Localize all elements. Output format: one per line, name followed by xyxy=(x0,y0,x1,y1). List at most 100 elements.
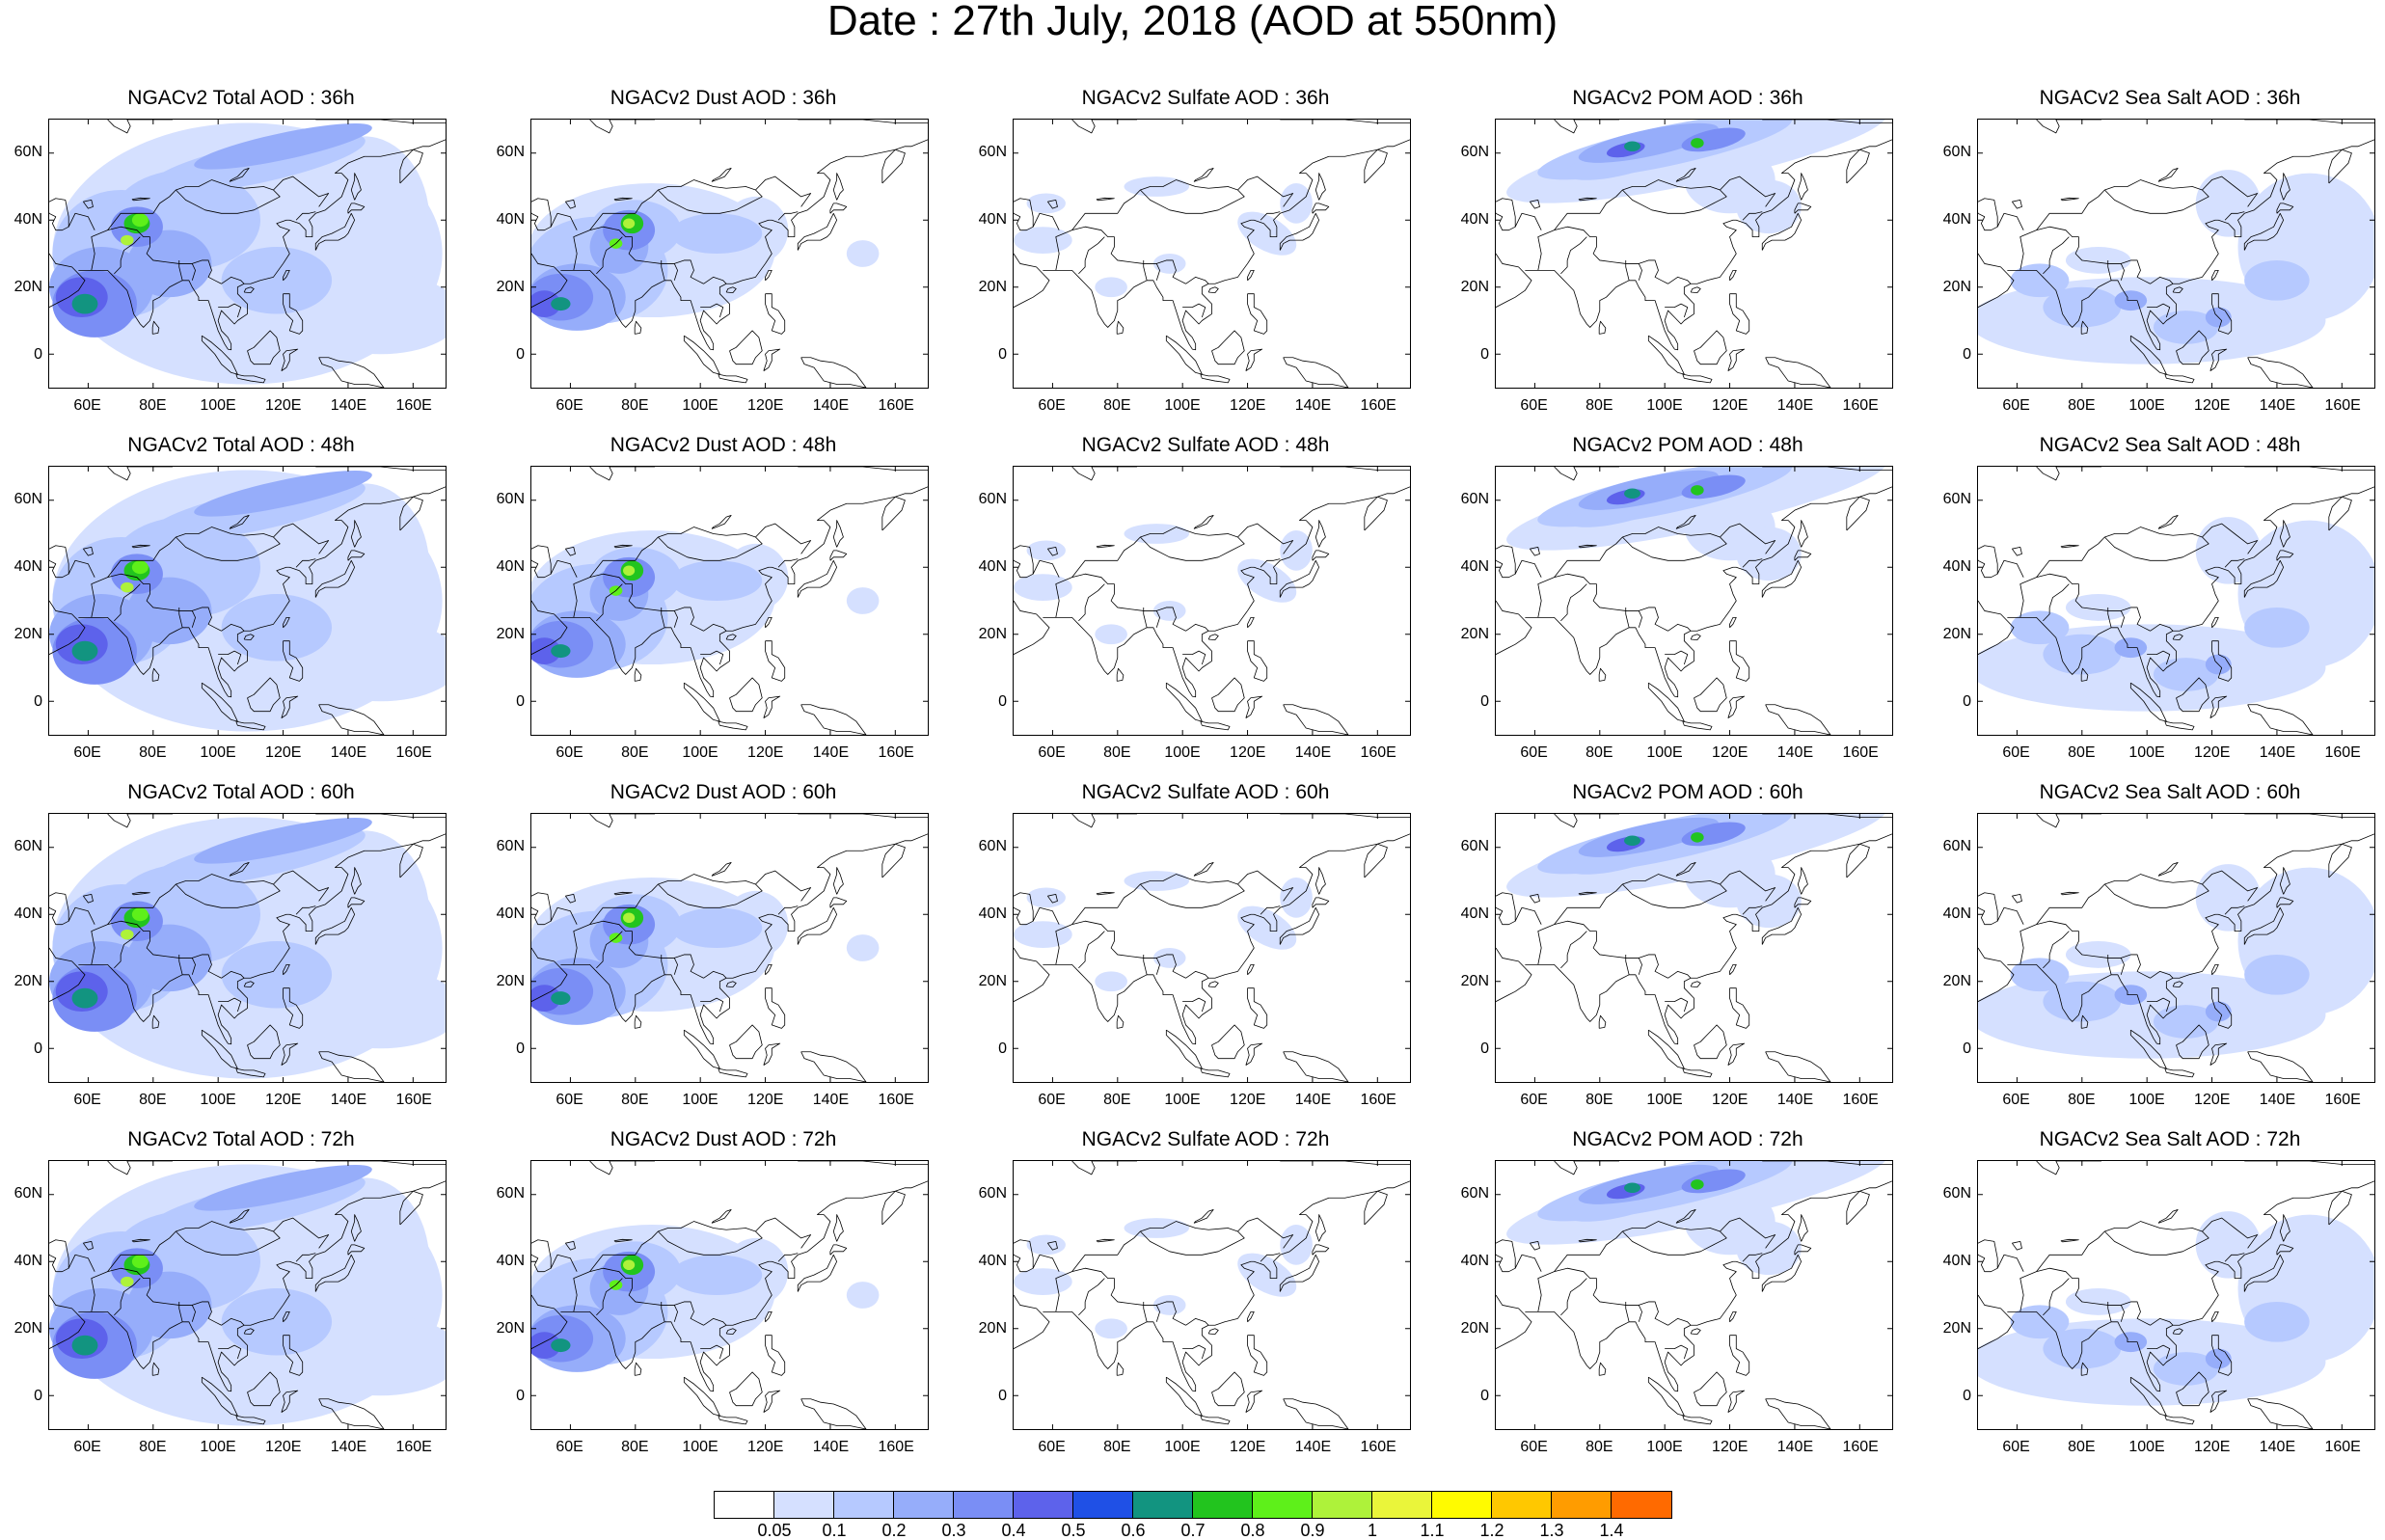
lat-label: 0 xyxy=(1963,1388,1971,1404)
coastline xyxy=(1625,954,1630,975)
colorbar-label: 0.7 xyxy=(1180,1521,1206,1540)
panel-title: NGACv2 Dust AOD : 48h xyxy=(610,434,837,456)
coastline xyxy=(1560,583,1587,622)
coastline xyxy=(589,814,655,828)
map-panel: NGACv2 Total AOD : 60h 60N 40N 20N 0 60E 80E 10… xyxy=(0,781,473,1123)
coastline xyxy=(2243,559,2285,598)
coastline xyxy=(399,843,423,878)
lat-label: 40N xyxy=(1460,905,1489,922)
aod-region xyxy=(2195,864,2262,932)
aod-region xyxy=(2065,1288,2131,1315)
aod-map xyxy=(531,814,928,1082)
coastline xyxy=(1312,203,1330,214)
coastline xyxy=(1245,1042,1263,1066)
colorbar-label: 0.9 xyxy=(1300,1521,1325,1540)
coastline xyxy=(1043,1180,1410,1392)
coastline xyxy=(2243,212,2285,251)
aod-region xyxy=(1736,1221,1802,1276)
aod-region xyxy=(1624,488,1640,500)
coastline xyxy=(1765,1398,1831,1429)
coastline xyxy=(531,892,552,926)
coastline xyxy=(1200,1067,1231,1078)
coastline xyxy=(1182,1344,1206,1360)
coastline xyxy=(1193,862,1214,877)
coastline xyxy=(151,320,160,335)
map-panel: NGACv2 Sea Salt AOD : 36h 60N 40N 20N 0 60E 80… xyxy=(1929,87,2385,429)
lat-label: 40N xyxy=(14,1253,42,1269)
colorbar-swatch xyxy=(894,1492,954,1518)
coastline xyxy=(1260,1253,1281,1262)
lon-label: 160E xyxy=(2324,744,2361,761)
lon-label: 120E xyxy=(265,397,302,414)
coastline xyxy=(2036,176,2259,230)
map-panel: NGACv2 Sea Salt AOD : 48h 60N 40N 20N 0 60E 80… xyxy=(1929,434,2385,776)
coastline xyxy=(2276,897,2294,908)
lon-label: 160E xyxy=(1360,1439,1396,1455)
aod-region xyxy=(2065,247,2131,274)
coastline xyxy=(765,269,772,282)
coastline xyxy=(589,1161,655,1175)
lat-label: 20N xyxy=(14,626,42,642)
coastline xyxy=(1762,120,1892,123)
coastline xyxy=(1761,212,1802,251)
coastline xyxy=(283,987,304,1029)
coastline xyxy=(718,373,748,384)
coastline xyxy=(1978,198,1998,231)
colorbar-label: 0.1 xyxy=(822,1521,847,1540)
coastline xyxy=(218,997,242,1013)
coastline xyxy=(1279,1254,1320,1292)
aod-region xyxy=(623,1259,636,1270)
coastline xyxy=(1554,120,1619,134)
coastline xyxy=(2147,650,2171,665)
lon-label: 100E xyxy=(1646,744,1683,761)
coastline xyxy=(1537,1267,1668,1326)
coastline xyxy=(1245,348,1263,371)
coastline xyxy=(283,963,290,976)
map-plot xyxy=(1495,119,1893,389)
lon-label: 60E xyxy=(2002,1092,2030,1108)
coastline xyxy=(1665,1344,1689,1360)
coastline xyxy=(178,954,183,975)
aod-region xyxy=(2244,607,2310,648)
coastline xyxy=(1675,862,1696,877)
lat-label: 0 xyxy=(34,1040,42,1057)
lon-label: 100E xyxy=(2128,744,2165,761)
lat-label: 20N xyxy=(1942,279,1971,295)
coastline xyxy=(2129,1029,2167,1069)
aod-region xyxy=(1624,1182,1640,1194)
coastline xyxy=(1207,1328,1219,1336)
coastline xyxy=(832,173,844,201)
coastline xyxy=(634,320,642,335)
map-plot xyxy=(1977,813,2375,1083)
coastline xyxy=(1742,1253,1763,1262)
coastline xyxy=(229,862,250,877)
coastline xyxy=(107,814,173,828)
coastline xyxy=(218,650,242,665)
lon-label: 160E xyxy=(2324,1439,2361,1455)
coastline xyxy=(114,931,141,969)
coastline xyxy=(613,891,633,896)
coastline xyxy=(1182,997,1206,1013)
coastline xyxy=(78,833,446,1045)
coastline xyxy=(1765,357,1831,388)
coastline xyxy=(315,120,446,123)
coastline xyxy=(1761,1254,1802,1292)
coastline xyxy=(550,559,578,578)
coastline xyxy=(829,550,848,561)
coastline xyxy=(2244,120,2374,123)
lon-label: 100E xyxy=(682,397,718,414)
coastline xyxy=(1978,253,2015,309)
lon-label: 60E xyxy=(1038,397,1066,414)
coastline xyxy=(1729,269,1737,282)
coastline xyxy=(1279,559,1320,598)
coastline xyxy=(1280,814,1410,818)
map-panel: NGACv2 Sulfate AOD : 36h 60N 40N 20N 0 60E 80E… xyxy=(964,87,1437,429)
map-panel: NGACv2 POM AOD : 72h 60N 40N 20N 0 60E 80E 100E… xyxy=(1447,1128,1919,1471)
coastline xyxy=(1682,373,1713,384)
coastline xyxy=(2176,1024,2209,1060)
coastline xyxy=(2157,1209,2179,1224)
lon-label: 60E xyxy=(1038,1092,1066,1108)
coastline xyxy=(1996,1254,2024,1272)
coastline xyxy=(1554,814,1619,828)
panel-title: NGACv2 Sulfate AOD : 60h xyxy=(1081,781,1330,803)
